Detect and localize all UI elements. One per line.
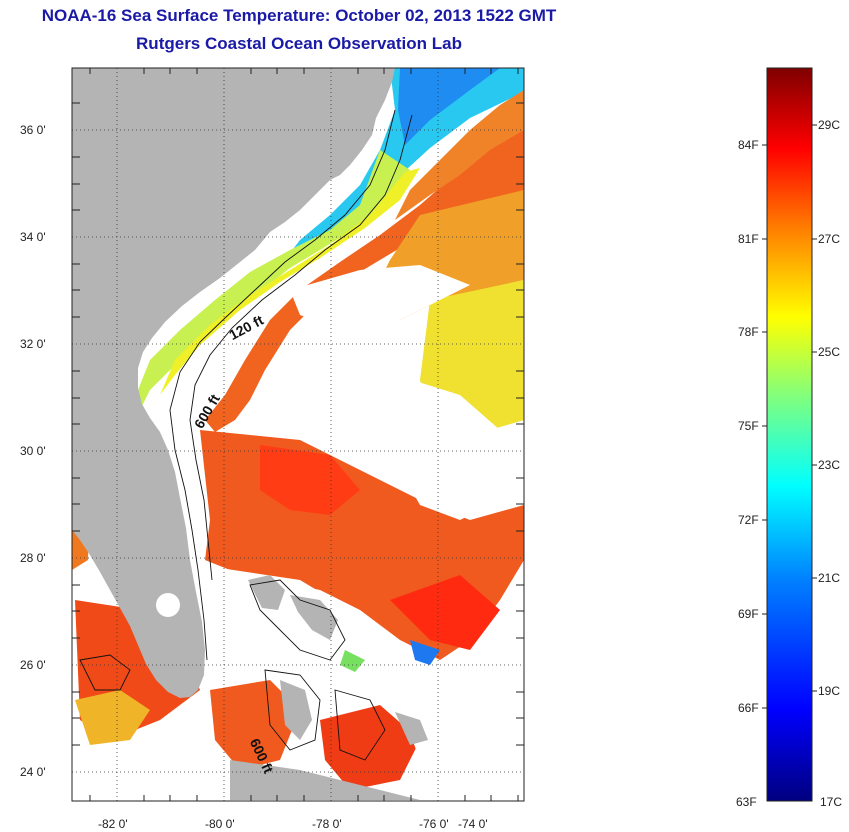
bathymetry-contours [79,109,413,761]
colorbar-c-17: 17C [820,795,842,809]
lon-label-80: -80 0' [205,817,235,831]
colorbar-gradient [766,67,813,802]
map-frame [71,67,525,802]
colorbar-f-66: 66F [738,701,759,715]
colorbar-c-23: 23C [818,458,840,472]
colorbar-f-63: 63F [736,795,757,809]
colorbar-f-75: 75F [738,419,759,433]
colorbar-f-72: 72F [738,513,759,527]
colorbar: 84F 81F 78F 75F 72F 69F 66F 63F 29C 27C … [736,67,842,809]
lat-label-32: 32 0' [20,337,46,351]
lat-label-30: 30 0' [20,444,46,458]
lat-label-24: 24 0' [20,765,46,779]
lon-label-74: -74 0' [458,817,488,831]
map-panel: 120 ft 600 ft 600 ft [72,68,524,801]
colorbar-c-21: 21C [818,571,840,585]
colorbar-c-19: 19C [818,684,840,698]
frame-ticks [72,68,524,801]
lat-label-34: 34 0' [20,230,46,244]
colorbar-c-25: 25C [818,345,840,359]
lon-label-76: -76 0' [419,817,449,831]
colorbar-f-69: 69F [738,607,759,621]
colorbar-c-29: 29C [818,118,840,132]
lon-label-82: -82 0' [98,817,128,831]
map-title: NOAA-16 Sea Surface Temperature: October… [41,6,557,25]
lat-label-28: 28 0' [20,551,46,565]
land [72,68,428,800]
colorbar-f-78: 78F [738,325,759,339]
lon-tick-labels: -82 0' -80 0' -78 0' -76 0' [98,817,449,831]
map-grid [72,68,524,801]
lon-label-78: -78 0' [312,817,342,831]
lat-label-36: 36 0' [20,123,46,137]
lat-label-26: 26 0' [20,658,46,672]
colorbar-f-81: 81F [738,232,759,246]
lat-tick-labels: 36 0' 34 0' 32 0' 30 0' 28 0' 26 0' 24 0… [20,123,46,779]
colorbar-c-27: 27C [818,232,840,246]
colorbar-f-84: 84F [738,138,759,152]
map-subtitle: Rutgers Coastal Ocean Observation Lab [136,34,462,53]
